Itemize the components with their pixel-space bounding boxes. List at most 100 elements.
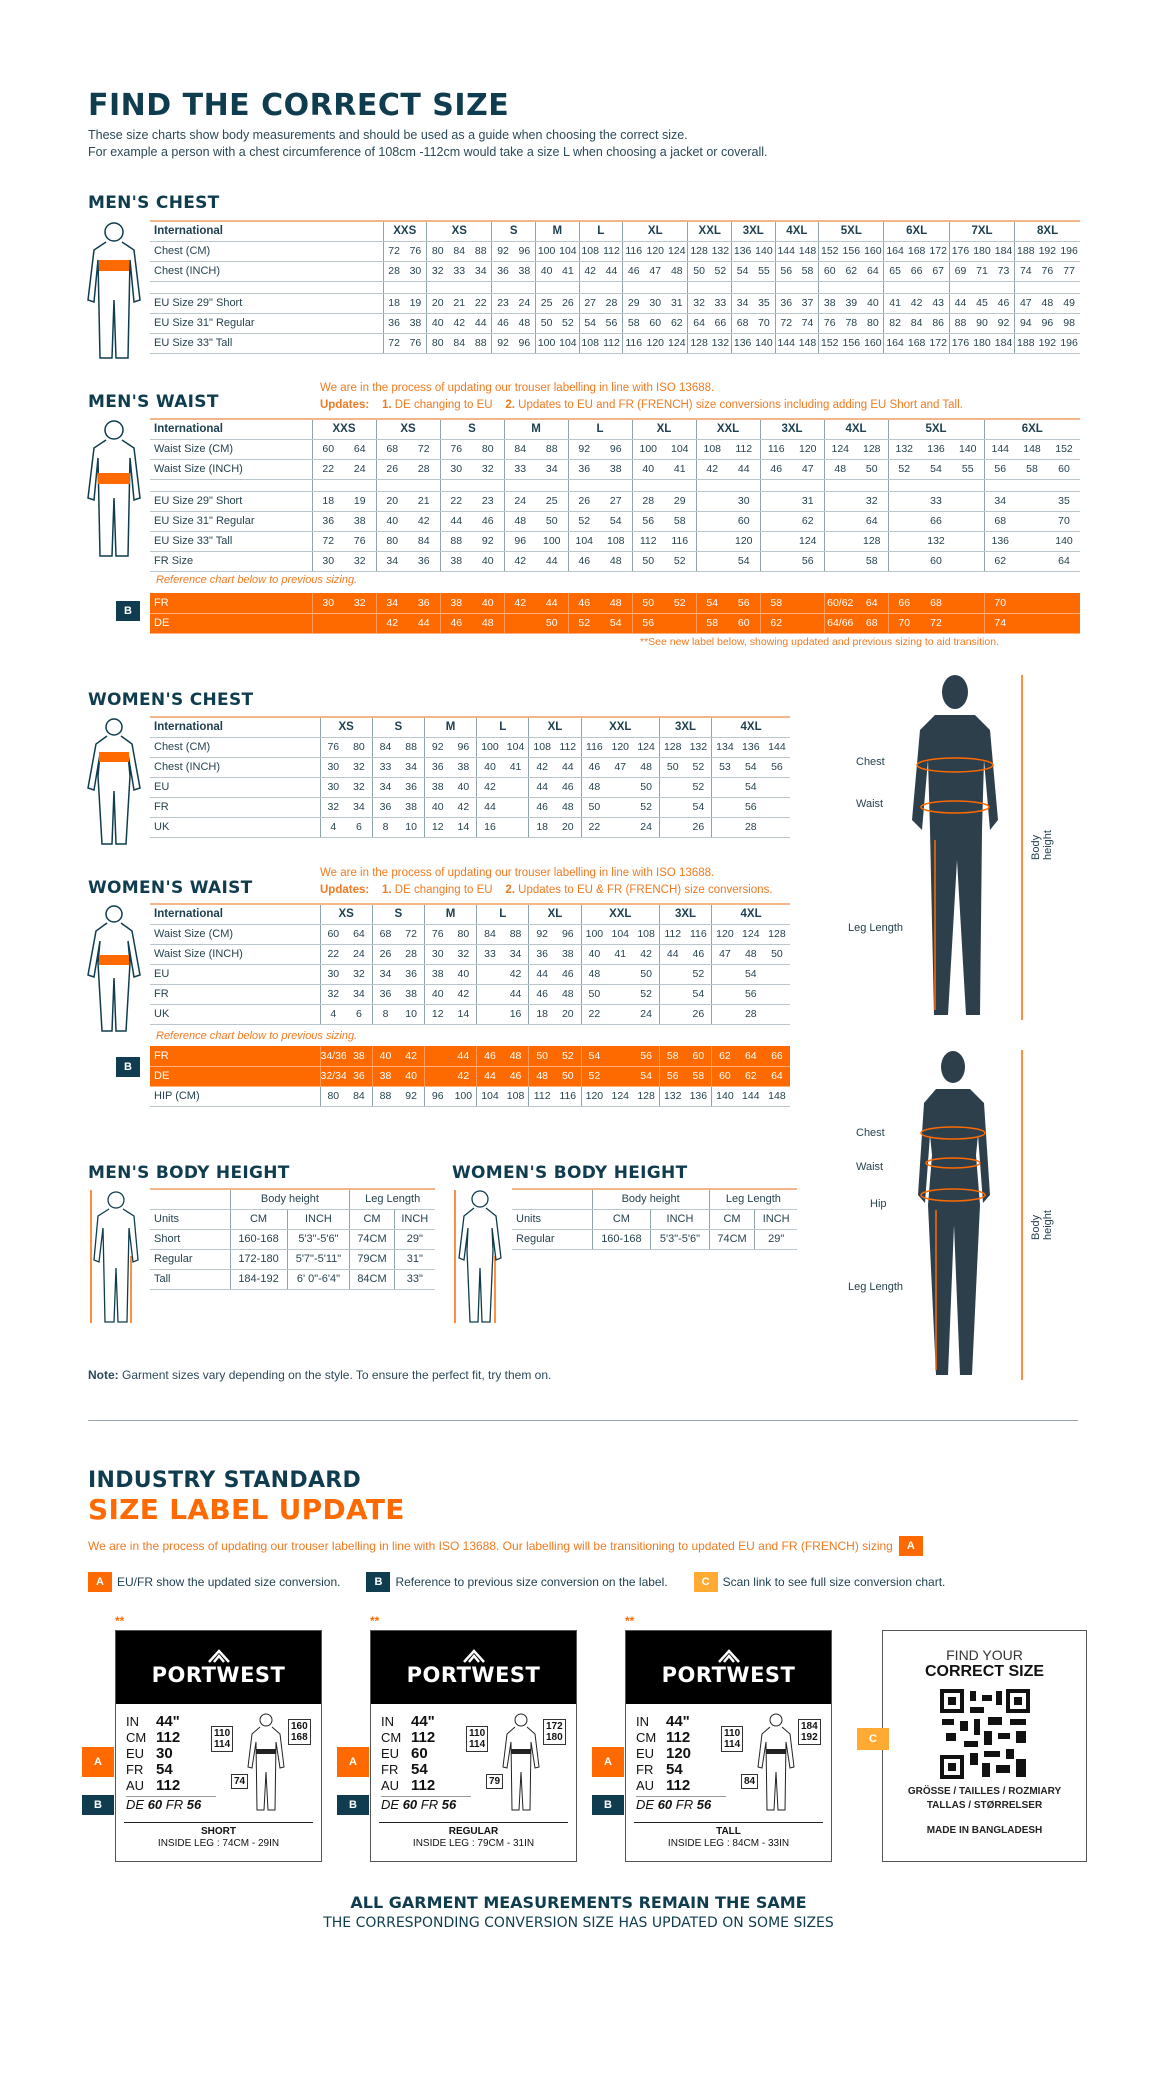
table-cell: 136 xyxy=(731,241,754,262)
table-row: Waist Size (CM) 60 64 68 72 76 80 84 88 92 96 100 10… xyxy=(150,439,1080,460)
table-cell: 64 xyxy=(1048,551,1080,572)
table-cell: 160-168 xyxy=(229,1229,287,1250)
row-label: EU Size 29" Short xyxy=(150,293,383,314)
row-key: IN xyxy=(636,1714,649,1729)
table-cell: 184 xyxy=(992,333,1015,354)
table-cell: 144 xyxy=(983,439,1016,460)
badge-c: C xyxy=(693,1572,718,1592)
row-key: FR xyxy=(381,1762,399,1777)
table-cell: 30 xyxy=(404,261,427,282)
table-cell: 84 xyxy=(346,1086,373,1107)
table-cell: 116 xyxy=(759,439,792,460)
table-cell: 148 xyxy=(796,241,819,262)
badge-a: A xyxy=(82,1747,114,1777)
table-cell xyxy=(711,984,738,1005)
table-cell: 104 xyxy=(664,439,696,460)
row-label: Waist Size (INCH) xyxy=(150,459,312,480)
size-group-header: XXL xyxy=(687,221,732,242)
table-cell: 28 xyxy=(631,491,664,512)
badge-b: B xyxy=(116,1057,140,1077)
table-cell: 184-192 xyxy=(229,1269,287,1290)
table-cell: 188 xyxy=(1014,333,1037,354)
header-label: International xyxy=(150,419,312,440)
table-cell: 46 xyxy=(528,797,555,818)
size-header-row: International XXS XS S M L XL XXL 3XL 4XL 5XL 6XL xyxy=(150,419,1080,440)
table-cell: 42 xyxy=(398,1046,425,1067)
table-cell: 40 xyxy=(580,944,608,965)
label-row-eu: EU 60 xyxy=(381,1746,576,1762)
brand-logo-text: PORTWEST xyxy=(406,1662,541,1687)
note-text: Garment sizes vary depending on the styl… xyxy=(122,1368,552,1382)
table-cell: 39 xyxy=(840,293,863,314)
table-cell: 80 xyxy=(426,333,449,354)
table-cell: 14 xyxy=(450,817,477,838)
table-cell: 38 xyxy=(404,313,427,334)
table-cell: 34 xyxy=(502,944,529,965)
table-cell: 50 xyxy=(536,511,568,532)
notice-text: We are in the process of updating our tr… xyxy=(88,1539,893,1553)
table-cell: 46 xyxy=(502,1066,529,1087)
table-cell xyxy=(887,491,920,512)
size-group-header: 6XL xyxy=(983,419,1080,440)
table-cell: 112 xyxy=(528,1086,555,1107)
row-label: EU Size 33" Tall xyxy=(150,531,312,552)
table-cell: 34 xyxy=(983,491,1016,512)
size-group-header: S xyxy=(371,904,425,925)
table-cell: 176 xyxy=(948,333,972,354)
table-cell: 20 xyxy=(554,817,582,838)
table-cell: 27 xyxy=(578,293,601,314)
table-cell: 60 xyxy=(644,313,667,334)
row-value: 112 xyxy=(666,1729,691,1746)
table-cell: 42 xyxy=(408,511,440,532)
table-cell: 98 xyxy=(1058,313,1080,334)
table-cell: 28 xyxy=(600,293,623,314)
male-figure-waist-icon xyxy=(87,420,141,557)
table-cell: 44 xyxy=(408,613,440,634)
unit-cm: CM xyxy=(591,1209,651,1230)
table-cell: 128 xyxy=(763,924,790,945)
size-group-header: S xyxy=(491,221,536,242)
table-cell: 34 xyxy=(375,593,408,614)
table-cell xyxy=(952,531,984,552)
table-cell: 38 xyxy=(398,797,425,818)
table-cell: 54 xyxy=(685,984,712,1005)
row-value: 54 xyxy=(156,1761,173,1778)
table-cell: 72 xyxy=(408,439,440,460)
mens-chest-heading: MEN'S CHEST xyxy=(88,193,220,213)
table-cell: 120 xyxy=(644,333,667,354)
table-cell: 152 xyxy=(818,333,841,354)
table-cell: 30 xyxy=(439,459,472,480)
size-group-header: 4XL xyxy=(711,904,790,925)
table-row: Chest (CM) 76 80 84 88 92 96 100 104 108 112 116 120… xyxy=(150,737,790,758)
table-cell: 148 xyxy=(796,333,819,354)
table-cell: 41 xyxy=(664,459,696,480)
table-cell: 184 xyxy=(992,241,1015,262)
updates-label: Updates: xyxy=(320,884,370,896)
table-cell: 44 xyxy=(476,1066,503,1087)
table-cell: 62 xyxy=(666,313,688,334)
leg-length-label: Leg Length xyxy=(848,922,904,934)
table-cell xyxy=(952,491,984,512)
table-cell: 80 xyxy=(450,924,477,945)
table-cell: 88 xyxy=(398,737,425,758)
table-cell: 88 xyxy=(470,333,492,354)
mens-reference-note: Reference chart below to previous sizing… xyxy=(156,574,358,586)
table-cell: 48 xyxy=(1036,293,1059,314)
table-cell: 124 xyxy=(633,737,660,758)
qr-code-icon[interactable] xyxy=(939,1689,1030,1779)
table-cell xyxy=(1048,613,1080,634)
table-cell: 40 xyxy=(862,293,884,314)
table-cell: 26 xyxy=(557,293,580,314)
table-cell: 36 xyxy=(371,984,399,1005)
waist-label: Waist xyxy=(856,798,884,810)
reference-row: FR 34/36 38 40 42 44 46 48 50 52 54 56 58 60 62 64 66 xyxy=(150,1046,790,1067)
table-cell: 100 xyxy=(450,1086,477,1107)
table-cell: 64 xyxy=(344,439,376,460)
table-cell: 100 xyxy=(536,531,568,552)
male-model-figure: Chest Waist Leg Length Body height xyxy=(840,670,1080,1030)
table-cell: 38 xyxy=(371,1066,399,1087)
table-cell: 80 xyxy=(472,439,504,460)
table-cell: 92 xyxy=(992,313,1015,334)
table-cell: 42 xyxy=(695,459,728,480)
label-brand-header: PORTWEST xyxy=(371,1631,576,1704)
